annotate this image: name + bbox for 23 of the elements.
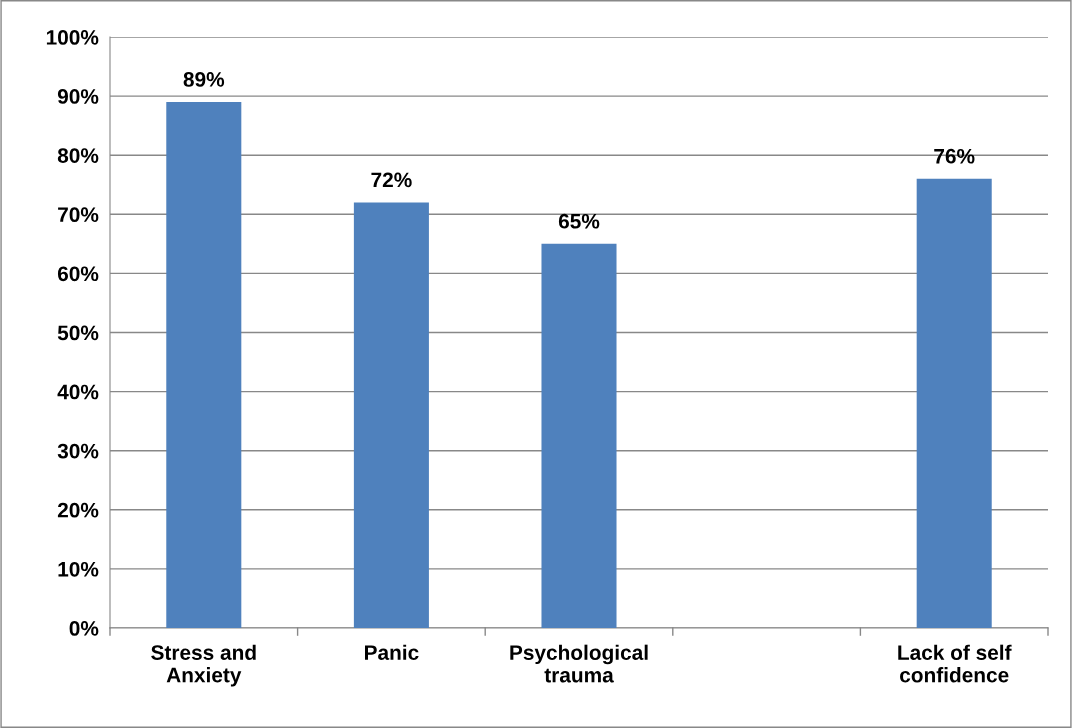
bar xyxy=(166,102,242,628)
y-tick-label: 10% xyxy=(58,561,99,577)
y-tick-label: 100% xyxy=(46,30,99,45)
y-tick-label: 40% xyxy=(57,384,99,400)
bar xyxy=(541,243,617,628)
x-tick-label: Stress and Anxiety xyxy=(151,644,256,687)
data-label: 65% xyxy=(558,213,600,229)
y-tick-label: 80% xyxy=(57,148,99,163)
y-tick-label: 60% xyxy=(57,266,99,282)
bar xyxy=(353,202,429,628)
bar xyxy=(916,178,992,628)
y-tick-label: 20% xyxy=(57,502,99,518)
y-tick-label: 50% xyxy=(57,325,99,341)
y-tick-label: 70% xyxy=(58,207,99,223)
x-tick-label: Psychological trauma xyxy=(510,644,648,683)
y-tick-label: 90% xyxy=(57,89,99,104)
x-tick-label: Panic xyxy=(365,644,419,660)
data-label: 72% xyxy=(371,172,412,188)
y-tick-label: 0% xyxy=(69,621,99,636)
y-tick-label: 30% xyxy=(57,443,99,459)
data-label: 76% xyxy=(934,148,975,164)
x-tick-label: Lack of self confidence xyxy=(898,644,1012,683)
data-label: 89% xyxy=(183,72,225,87)
